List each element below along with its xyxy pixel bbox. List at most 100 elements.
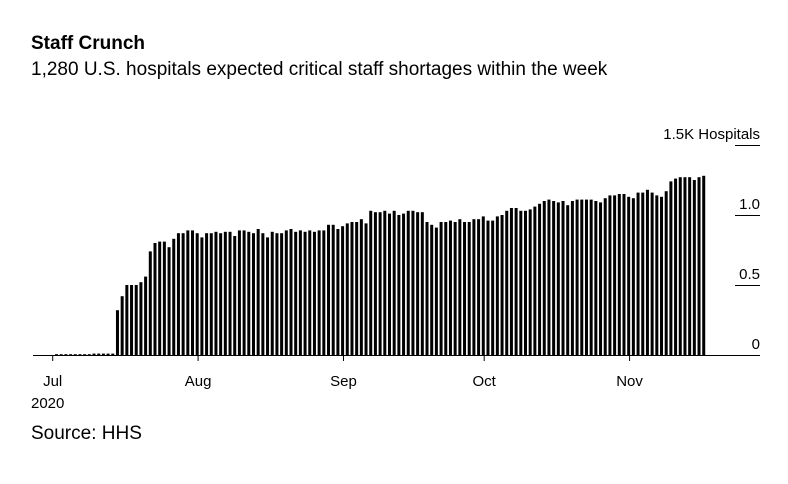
bar [209, 233, 213, 355]
bar [97, 353, 101, 355]
bar [336, 229, 340, 355]
bar [317, 230, 321, 355]
bar [613, 195, 617, 355]
bar [92, 353, 96, 355]
bar [528, 209, 532, 355]
bar [627, 196, 631, 355]
bar [434, 227, 438, 355]
bar [660, 196, 664, 355]
bar [186, 230, 190, 355]
bar [303, 231, 307, 355]
bar [575, 199, 579, 355]
bar [78, 354, 82, 355]
bar [125, 285, 129, 355]
bars-group [55, 175, 706, 355]
bar [280, 233, 284, 355]
bar [463, 222, 467, 355]
bar [566, 205, 570, 355]
bar [491, 220, 495, 355]
bar [341, 226, 345, 355]
bar [514, 208, 518, 355]
bar [416, 212, 420, 355]
bar [383, 210, 387, 355]
bar [275, 233, 279, 355]
bar [631, 198, 635, 355]
y-tick-label: 1.0 [739, 196, 760, 213]
bar [101, 353, 105, 355]
bar [322, 230, 326, 355]
bar [406, 210, 410, 355]
bar [144, 276, 148, 355]
bar [580, 199, 584, 355]
bar [561, 201, 565, 355]
bar [139, 282, 143, 355]
bar [430, 224, 434, 355]
chart-title: Staff Crunch [31, 33, 145, 54]
bar [256, 229, 260, 355]
bar [261, 233, 265, 355]
x-tick-label: Jul [43, 373, 62, 390]
bar [106, 353, 110, 355]
bar [505, 210, 509, 355]
bar [688, 177, 692, 355]
bar [683, 177, 687, 355]
bar [425, 222, 429, 355]
bar [448, 220, 452, 355]
bar [519, 210, 523, 355]
bar [312, 231, 316, 355]
bar [359, 219, 363, 355]
bar [181, 233, 185, 355]
bar [458, 219, 462, 355]
chart-subtitle: 1,280 U.S. hospitals expected critical s… [31, 59, 608, 80]
bar [350, 222, 354, 355]
x-axis: Jul 2020 Aug Sep Oct Nov [31, 355, 643, 412]
bar [697, 177, 701, 355]
bar [472, 219, 476, 355]
bar [664, 191, 668, 355]
bar [115, 310, 119, 355]
bar [392, 210, 396, 355]
bar [369, 210, 373, 355]
y-tick-label: 1.5K Hospitals [663, 126, 760, 143]
bar [69, 354, 73, 355]
bar [270, 231, 274, 355]
bar [284, 230, 288, 355]
bar [411, 210, 415, 355]
bar [547, 199, 551, 355]
bar [327, 224, 331, 355]
bar [387, 213, 391, 355]
bar [594, 201, 598, 355]
bar [420, 212, 424, 355]
y-tick-label: 0 [752, 336, 760, 353]
x-tick-label: Oct [473, 373, 497, 390]
bar [233, 236, 237, 355]
bar [228, 231, 232, 355]
bar [702, 175, 706, 355]
bar [55, 354, 58, 355]
y-tick-label: 0.5 [739, 266, 760, 283]
bar [453, 222, 457, 355]
bar [266, 237, 270, 355]
bar [481, 216, 485, 355]
bar [533, 206, 537, 355]
bar [645, 189, 649, 355]
bar [214, 231, 218, 355]
bar [500, 215, 504, 355]
bar [669, 181, 673, 355]
bar [444, 222, 448, 355]
bar [205, 233, 209, 355]
bar [636, 192, 640, 355]
bar [120, 296, 124, 355]
bar [402, 213, 406, 355]
bar [692, 180, 696, 355]
bar [172, 238, 176, 355]
bar [294, 231, 298, 355]
bar [584, 199, 588, 355]
bar [242, 230, 246, 355]
bar [622, 194, 626, 355]
bar [111, 353, 115, 355]
bar [223, 231, 227, 355]
bar [191, 230, 195, 355]
bar [556, 202, 560, 355]
